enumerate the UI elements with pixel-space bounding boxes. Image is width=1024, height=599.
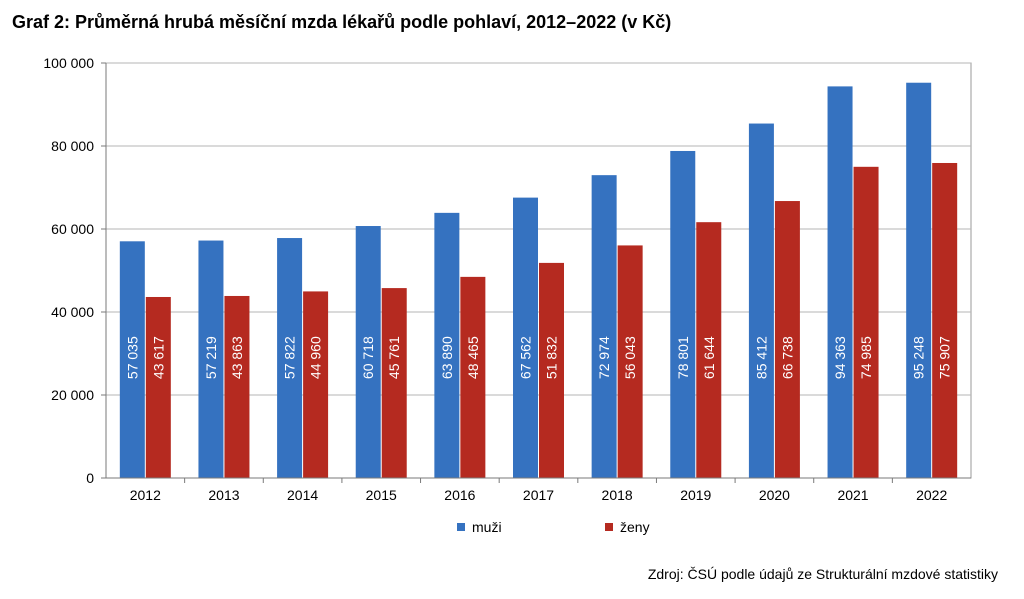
bar-muzi-2017 xyxy=(513,197,538,478)
data-label-muzi-2020: 85 412 xyxy=(753,336,769,379)
bar-zeny-2014 xyxy=(303,291,329,478)
x-tick-label-2018: 2018 xyxy=(602,487,633,503)
data-label-zeny-2021: 74 985 xyxy=(858,336,874,379)
data-label-muzi-2017: 67 562 xyxy=(518,336,534,379)
bar-zeny-2022 xyxy=(932,162,958,478)
data-label-muzi-2021: 94 363 xyxy=(832,336,848,379)
data-label-muzi-2015: 60 718 xyxy=(360,336,376,379)
bar-muzi-2022 xyxy=(906,82,932,479)
bar-muzi-2013 xyxy=(198,240,224,478)
data-label-zeny-2013: 43 863 xyxy=(229,336,245,379)
data-label-zeny-2022: 75 907 xyxy=(937,336,953,379)
source-note: Zdroj: ČSÚ podle údajů ze Strukturální m… xyxy=(647,566,998,582)
x-tick-label-2012: 2012 xyxy=(130,487,161,503)
bar-zeny-2019 xyxy=(696,222,722,478)
bar-zeny-2020 xyxy=(774,201,800,478)
bar-muzi-2015 xyxy=(355,226,381,478)
legend-swatch-zeny xyxy=(605,523,613,531)
bar-zeny-2013 xyxy=(224,295,250,478)
bar-muzi-2021 xyxy=(827,86,853,478)
x-tick-label-2016: 2016 xyxy=(444,487,475,503)
data-label-zeny-2018: 56 043 xyxy=(622,336,638,379)
x-tick-label-2013: 2013 xyxy=(208,487,239,503)
data-label-muzi-2014: 57 822 xyxy=(282,336,298,379)
x-tick-label-2022: 2022 xyxy=(916,487,947,503)
data-label-zeny-2015: 45 761 xyxy=(386,336,402,379)
bar-zeny-2016 xyxy=(460,276,486,478)
bar-zeny-2015 xyxy=(381,288,407,478)
data-label-zeny-2014: 44 960 xyxy=(308,336,324,379)
data-label-zeny-2017: 51 832 xyxy=(544,336,560,379)
bar-muzi-2019 xyxy=(670,150,696,479)
data-label-zeny-2019: 61 644 xyxy=(701,336,717,379)
y-tick-label: 60 000 xyxy=(51,221,94,237)
data-label-muzi-2019: 78 801 xyxy=(675,336,691,379)
data-label-zeny-2012: 43 617 xyxy=(150,336,166,379)
y-tick-label: 40 000 xyxy=(51,304,94,320)
bar-muzi-2012 xyxy=(119,241,145,478)
x-tick-label-2014: 2014 xyxy=(287,487,318,503)
bars: 57 035 43 617 57 219 43 863 57 822 44 960 60 7… xyxy=(119,82,958,479)
bar-zeny-2012 xyxy=(145,296,171,478)
x-axis: 2012 2013 2014 2015 2016 2017 2018 2019 2020 2021… xyxy=(106,477,971,503)
x-tick-label-2017: 2017 xyxy=(523,487,554,503)
y-tick-label: 80 000 xyxy=(51,138,94,154)
x-tick-label-2019: 2019 xyxy=(680,487,711,503)
x-tick-label-2015: 2015 xyxy=(366,487,397,503)
y-tick-label: 100 000 xyxy=(43,55,94,71)
data-label-zeny-2016: 48 465 xyxy=(465,336,481,379)
x-tick-label-2021: 2021 xyxy=(837,487,868,503)
chart-title: Graf 2: Průměrná hrubá měsíční mzda léka… xyxy=(12,12,672,32)
bar-muzi-2016 xyxy=(434,212,460,478)
data-label-muzi-2012: 57 035 xyxy=(124,336,140,379)
data-label-muzi-2013: 57 219 xyxy=(203,336,219,379)
bar-zeny-2018 xyxy=(617,245,643,478)
x-tick-label-2020: 2020 xyxy=(759,487,790,503)
bar-zeny-2017 xyxy=(539,262,564,478)
legend: muži ženy xyxy=(457,519,650,535)
legend-label-muzi: muži xyxy=(472,519,502,535)
data-label-muzi-2022: 95 248 xyxy=(911,336,927,379)
legend-swatch-muzi xyxy=(457,523,465,531)
legend-label-zeny: ženy xyxy=(620,519,650,535)
data-label-muzi-2016: 63 890 xyxy=(439,336,455,379)
y-tick-label: 0 xyxy=(86,470,94,486)
y-axis: 0 20 000 40 000 60 000 80 000 100 000 xyxy=(43,55,107,486)
bar-muzi-2018 xyxy=(591,175,617,478)
bar-muzi-2020 xyxy=(748,123,774,479)
data-label-muzi-2018: 72 974 xyxy=(596,336,612,379)
y-tick-label: 20 000 xyxy=(51,387,94,403)
data-label-zeny-2020: 66 738 xyxy=(779,336,795,379)
bar-muzi-2014 xyxy=(277,238,303,478)
bar-zeny-2021 xyxy=(853,166,879,478)
